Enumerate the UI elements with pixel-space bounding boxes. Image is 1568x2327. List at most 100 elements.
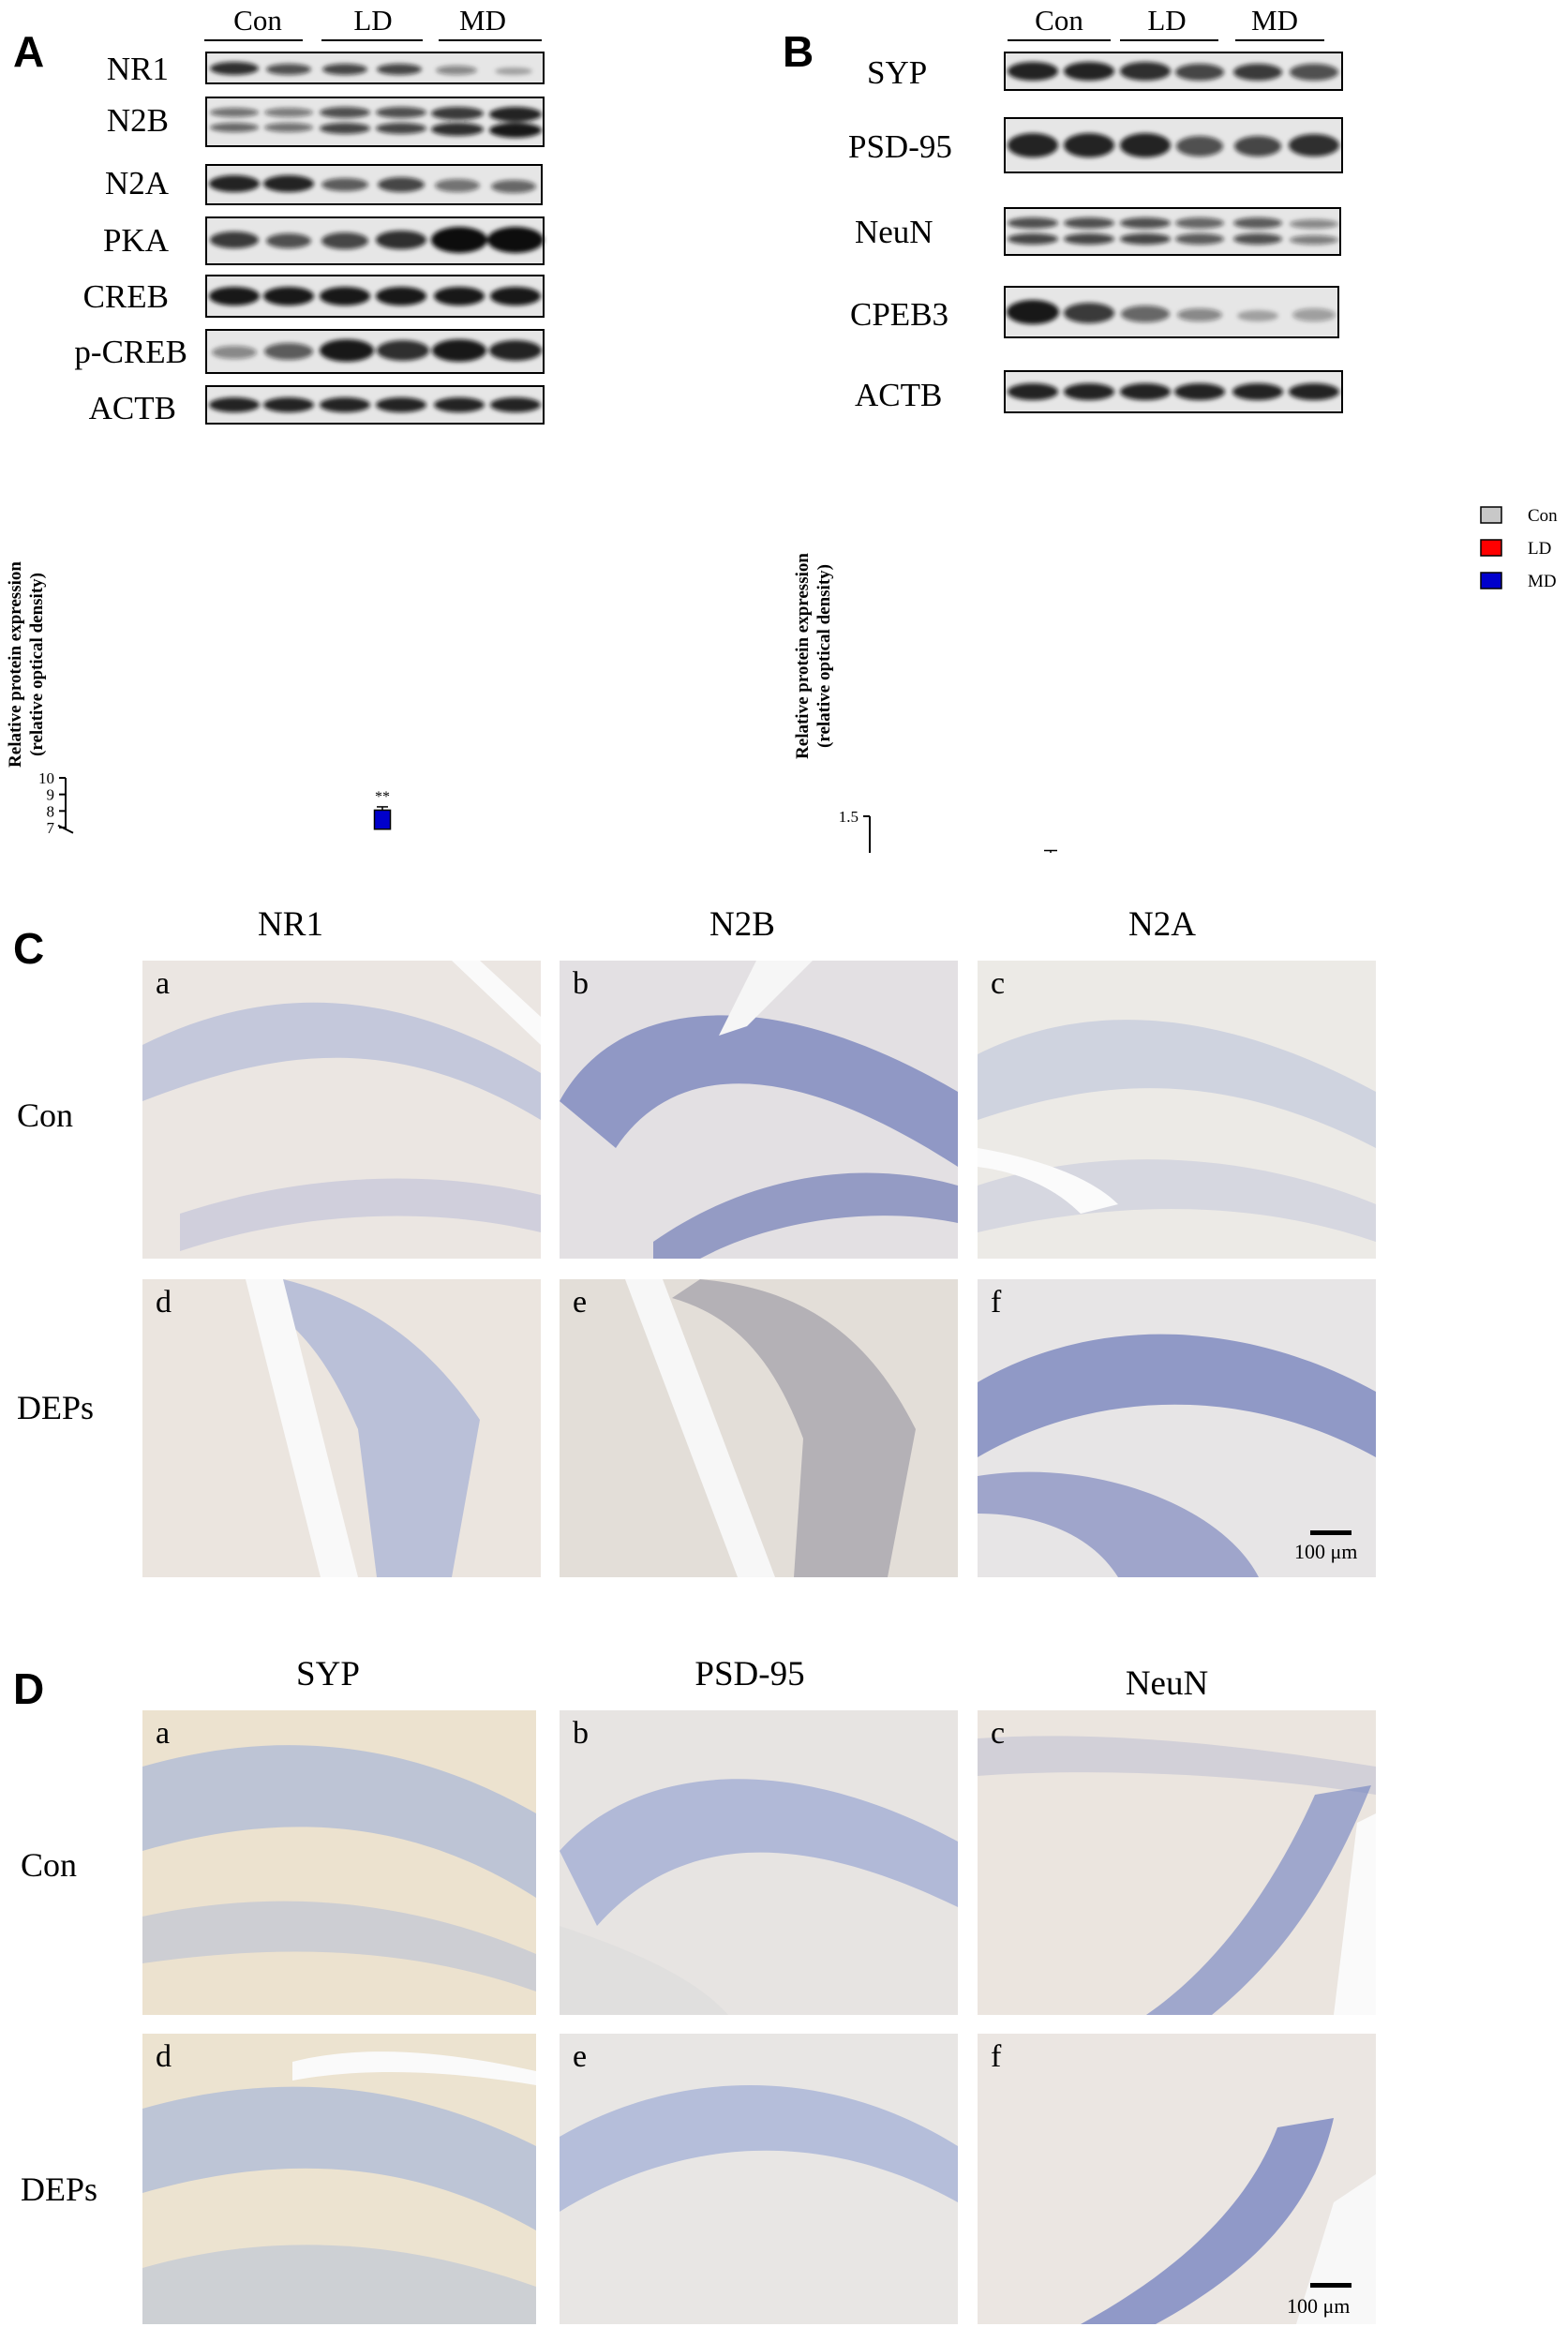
chart-a-ytick-label: 8 — [47, 802, 55, 820]
ihc-texture — [978, 961, 1376, 1259]
ihc-texture — [560, 961, 958, 1259]
ihc-texture — [978, 1279, 1376, 1577]
blot-b-strips — [1004, 52, 1343, 413]
blot-a-group-line — [321, 39, 423, 41]
ihc-sub-label: b — [573, 966, 589, 1001]
ihc-image: e — [560, 2034, 958, 2324]
legend-label-con: Con — [1528, 506, 1558, 526]
ihc-image: b — [560, 1710, 958, 2015]
blot-a-group-con: Con — [233, 4, 282, 37]
ihc-image: a — [142, 1710, 536, 2015]
blot-b-group-line — [1235, 39, 1324, 41]
blot-a-group-line — [204, 39, 303, 41]
chart-a-ylabel: Relative protein expression (relative op… — [6, 561, 47, 768]
blot-a-group-md: MD — [459, 4, 506, 37]
blot-b-group-md: MD — [1251, 4, 1298, 37]
ihc-image: b — [560, 961, 958, 1259]
ihc-c-title-n2b: N2B — [709, 905, 775, 944]
scale-label: 100 μm — [1287, 2294, 1351, 2318]
ihc-image: a — [142, 961, 541, 1259]
ihc-texture — [978, 2034, 1376, 2324]
panel-letter-c: C — [13, 924, 45, 973]
ihc-c-title-n2a: N2A — [1128, 905, 1196, 944]
chart-a: Relative protein expression (relative op… — [6, 561, 392, 837]
blot-a-label: NR1 — [106, 51, 169, 87]
ihc-sub-label: d — [156, 1285, 172, 1320]
chart-a-ylabel-line1: Relative protein expression — [6, 561, 25, 768]
panel-letter-a: A — [13, 27, 45, 76]
panel-letter-d: D — [13, 1664, 45, 1713]
ihc-sub-label: b — [573, 1716, 589, 1751]
ihc-d-title-psd95: PSD-95 — [694, 1655, 805, 1693]
chart-b-ylabel: Relative protein expression (relative op… — [793, 553, 834, 759]
blot-a-label: N2B — [106, 102, 169, 139]
ihc-texture — [560, 1279, 958, 1577]
blot-b-group-line — [1120, 39, 1218, 41]
legend-label-md: MD — [1528, 572, 1557, 591]
ihc-texture — [142, 1710, 536, 2015]
ihc-texture — [978, 1710, 1376, 2015]
blot-a-strips — [205, 52, 545, 425]
ihc-image: f 100 μm — [978, 2034, 1376, 2324]
ihc-c-row-deps: DEPs — [17, 1389, 95, 1426]
ihc-image: c — [978, 1710, 1376, 2015]
blot-b-group-ld: LD — [1147, 4, 1187, 37]
ihc-image: d — [142, 2034, 536, 2324]
legend-label-ld: LD — [1528, 539, 1551, 559]
ihc-d-title-syp: SYP — [296, 1655, 360, 1693]
ihc-sub-label: c — [991, 1716, 1006, 1751]
chart-b-ylabel-line1: Relative protein expression — [793, 553, 813, 759]
blot-b-label: ACTB — [855, 377, 943, 413]
blot-b-label: CPEB3 — [850, 296, 949, 333]
ihc-image: e — [560, 1279, 958, 1577]
ihc-image: c — [978, 961, 1376, 1259]
legend-swatch-md — [1480, 572, 1502, 589]
chart-b-legend: Con LD MD — [1480, 506, 1558, 591]
scale-label: 100 μm — [1294, 1540, 1358, 1563]
ihc-texture — [142, 961, 541, 1259]
blot-a-label: CREB — [82, 278, 169, 315]
chart-a-ylabel-line2: (relative optical density) — [27, 573, 47, 756]
ihc-sub-label: d — [156, 2039, 172, 2074]
blot-a-label: p-CREB — [74, 334, 187, 370]
chart-a-significance: ** — [375, 789, 390, 805]
chart-a-ytick-label: 7 — [47, 819, 55, 837]
ihc-sub-label: a — [156, 1716, 171, 1751]
chart-b-ytick-label: 1.5 — [839, 808, 859, 826]
ihc-texture — [142, 1279, 541, 1577]
chart-b: Relative protein expression (relative op… — [793, 506, 1558, 853]
chart-a-ytick-label: 10 — [38, 769, 54, 787]
ihc-sub-label: c — [991, 966, 1006, 1001]
ihc-sub-label: e — [573, 1285, 588, 1320]
ihc-c-title-nr1: NR1 — [258, 905, 323, 944]
blot-b-label: SYP — [867, 54, 928, 91]
chart-a-bar — [373, 809, 392, 830]
blot-b-label: NeuN — [855, 214, 933, 250]
ihc-d-row-con: Con — [21, 1846, 78, 1884]
blot-a-label: PKA — [102, 222, 169, 259]
ihc-sub-label: f — [991, 1285, 1002, 1320]
legend-swatch-ld — [1480, 539, 1502, 557]
ihc-image: f 100 μm — [978, 1279, 1376, 1577]
ihc-sub-label: f — [991, 2039, 1002, 2074]
blot-b-label: PSD-95 — [848, 128, 952, 165]
ihc-sub-label: e — [573, 2039, 588, 2074]
chart-b-ylabel-line2: (relative optical density) — [814, 564, 834, 748]
blot-a-group-ld: LD — [353, 4, 393, 37]
scale-bar — [1310, 2283, 1351, 2288]
blot-b-group-con: Con — [1035, 4, 1083, 37]
blot-a-group-line — [439, 39, 542, 41]
legend-swatch-con — [1480, 506, 1502, 524]
ihc-c-row-con: Con — [17, 1096, 74, 1134]
panel-letter-b: B — [783, 27, 814, 76]
ihc-texture — [560, 2034, 958, 2324]
scale-bar — [1310, 1530, 1351, 1535]
chart-a-ytick-label: 9 — [47, 786, 55, 804]
ihc-sub-label: a — [156, 966, 171, 1001]
blot-b-group-line — [1008, 39, 1111, 41]
ihc-d-title-neun: NeuN — [1125, 1664, 1209, 1703]
blot-a-label: ACTB — [88, 390, 176, 426]
ihc-d-row-deps: DEPs — [21, 2170, 98, 2208]
ihc-texture — [142, 2034, 536, 2324]
ihc-image: d — [142, 1279, 541, 1577]
